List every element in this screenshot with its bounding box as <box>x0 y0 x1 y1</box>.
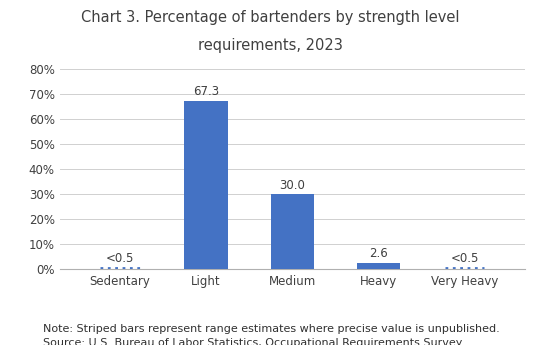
Text: Chart 3. Percentage of bartenders by strength level: Chart 3. Percentage of bartenders by str… <box>81 10 460 25</box>
Text: <0.5: <0.5 <box>105 252 134 265</box>
Bar <box>357 263 400 269</box>
Text: 30.0: 30.0 <box>279 179 305 191</box>
Bar <box>270 194 314 269</box>
Text: requirements, 2023: requirements, 2023 <box>198 38 343 53</box>
Text: 67.3: 67.3 <box>193 85 219 98</box>
Text: <0.5: <0.5 <box>450 252 479 265</box>
Text: Note: Striped bars represent range estimates where precise value is unpublished.: Note: Striped bars represent range estim… <box>43 324 500 334</box>
Text: Source: U.S. Bureau of Labor Statistics, Occupational Requirements Survey: Source: U.S. Bureau of Labor Statistics,… <box>43 338 463 345</box>
Text: 2.6: 2.6 <box>369 247 388 260</box>
Bar <box>184 101 228 269</box>
